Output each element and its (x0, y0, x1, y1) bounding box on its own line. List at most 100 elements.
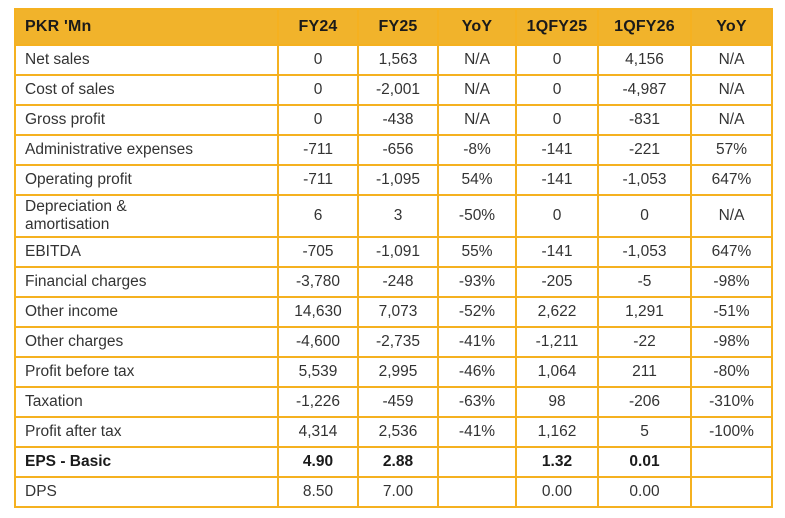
row-value: -2,001 (357, 74, 439, 106)
table-row: Net sales 0 1,563 N/A 0 4,156 N/A (14, 44, 773, 76)
row-label: Profit before tax (14, 356, 279, 388)
table-header: PKR 'Mn FY24 FY25 YoY 1QFY25 1QFY26 YoY (14, 8, 773, 46)
row-value: 7,073 (357, 296, 439, 328)
row-value: 0 (515, 194, 599, 238)
row-value: -8% (437, 134, 517, 166)
row-value: -438 (357, 104, 439, 136)
row-value: -711 (277, 134, 359, 166)
row-value: N/A (690, 74, 773, 106)
row-value: -1,053 (597, 236, 692, 268)
row-value: -141 (515, 236, 599, 268)
row-value: N/A (437, 74, 517, 106)
row-label: Financial charges (14, 266, 279, 298)
table-row: Taxation -1,226 -459 -63% 98 -206 -310% (14, 386, 773, 418)
row-value: -705 (277, 236, 359, 268)
row-value: 14,630 (277, 296, 359, 328)
row-value: 647% (690, 164, 773, 196)
table-row: Financial charges -3,780 -248 -93% -205 -5 -98… (14, 266, 773, 298)
row-label: Operating profit (14, 164, 279, 196)
row-value: -52% (437, 296, 517, 328)
row-value: -310% (690, 386, 773, 418)
row-value: -80% (690, 356, 773, 388)
header-yoy-quarterly: YoY (690, 8, 773, 46)
row-value: -5 (597, 266, 692, 298)
row-label: Other charges (14, 326, 279, 358)
row-value: 5 (597, 416, 692, 448)
row-value: 57% (690, 134, 773, 166)
row-value: -248 (357, 266, 439, 298)
row-value: 0 (515, 44, 599, 76)
row-value: -93% (437, 266, 517, 298)
row-value: 0.00 (515, 476, 599, 508)
row-value: 0.01 (597, 446, 692, 478)
row-value: 647% (690, 236, 773, 268)
row-value: 1,563 (357, 44, 439, 76)
row-label: EBITDA (14, 236, 279, 268)
row-label: Depreciation & amortisation (14, 194, 279, 238)
row-value: 7.00 (357, 476, 439, 508)
row-value: N/A (690, 194, 773, 238)
row-value: -459 (357, 386, 439, 418)
row-value: -3,780 (277, 266, 359, 298)
table-row: Gross profit 0 -438 N/A 0 -831 N/A (14, 104, 773, 136)
financial-results-table: PKR 'Mn FY24 FY25 YoY 1QFY25 1QFY26 YoY … (14, 8, 773, 508)
header-1qfy26: 1QFY26 (597, 8, 692, 46)
row-value: -1,095 (357, 164, 439, 196)
row-value: -1,053 (597, 164, 692, 196)
row-value: -51% (690, 296, 773, 328)
row-value: N/A (690, 104, 773, 136)
header-yoy-annual: YoY (437, 8, 517, 46)
table-body: Net sales 0 1,563 N/A 0 4,156 N/A Cost of sales… (14, 44, 773, 508)
row-label: Net sales (14, 44, 279, 76)
row-value: -206 (597, 386, 692, 418)
row-value: N/A (437, 44, 517, 76)
header-1qfy25: 1QFY25 (515, 8, 599, 46)
header-fy25: FY25 (357, 8, 439, 46)
row-value: 54% (437, 164, 517, 196)
table-row: Profit before tax 5,539 2,995 -46% 1,064 211-… (14, 356, 773, 388)
row-value: N/A (437, 104, 517, 136)
table-row: DPS 8.50 7.00 0.00 0.00 (14, 476, 773, 508)
row-label: Profit after tax (14, 416, 279, 448)
row-label: Other income (14, 296, 279, 328)
row-value: -205 (515, 266, 599, 298)
table-row: Depreciation & amortisation 6 3 -50% 0 0 N/A (14, 194, 773, 238)
row-value: 6 (277, 194, 359, 238)
row-value: -63% (437, 386, 517, 418)
row-label: Cost of sales (14, 74, 279, 106)
row-value: -221 (597, 134, 692, 166)
row-label: Taxation (14, 386, 279, 418)
header-unit-label: PKR 'Mn (14, 8, 279, 46)
row-value: -1,226 (277, 386, 359, 418)
row-value: 1.32 (515, 446, 599, 478)
row-value: 2.88 (357, 446, 439, 478)
row-value: -98% (690, 326, 773, 358)
row-value: -100% (690, 416, 773, 448)
row-value: -711 (277, 164, 359, 196)
row-value: 3 (357, 194, 439, 238)
row-value: 2,995 (357, 356, 439, 388)
row-value: -41% (437, 326, 517, 358)
row-value: 4,314 (277, 416, 359, 448)
row-value: 211 (597, 356, 692, 388)
row-value: -656 (357, 134, 439, 166)
table-row: Cost of sales 0 -2,001 N/A 0 -4,987 N/A (14, 74, 773, 106)
row-value: -4,600 (277, 326, 359, 358)
row-value: -22 (597, 326, 692, 358)
row-value: -831 (597, 104, 692, 136)
row-value: 1,064 (515, 356, 599, 388)
row-value: 0 (277, 104, 359, 136)
row-value: 5,539 (277, 356, 359, 388)
row-value (437, 446, 517, 478)
row-value (437, 476, 517, 508)
row-value: -1,091 (357, 236, 439, 268)
row-value: N/A (690, 44, 773, 76)
row-value: 2,536 (357, 416, 439, 448)
row-value: -41% (437, 416, 517, 448)
row-value: 4.90 (277, 446, 359, 478)
row-value: -4,987 (597, 74, 692, 106)
row-label: EPS - Basic (14, 446, 279, 478)
row-value: 1,291 (597, 296, 692, 328)
row-value (690, 446, 773, 478)
